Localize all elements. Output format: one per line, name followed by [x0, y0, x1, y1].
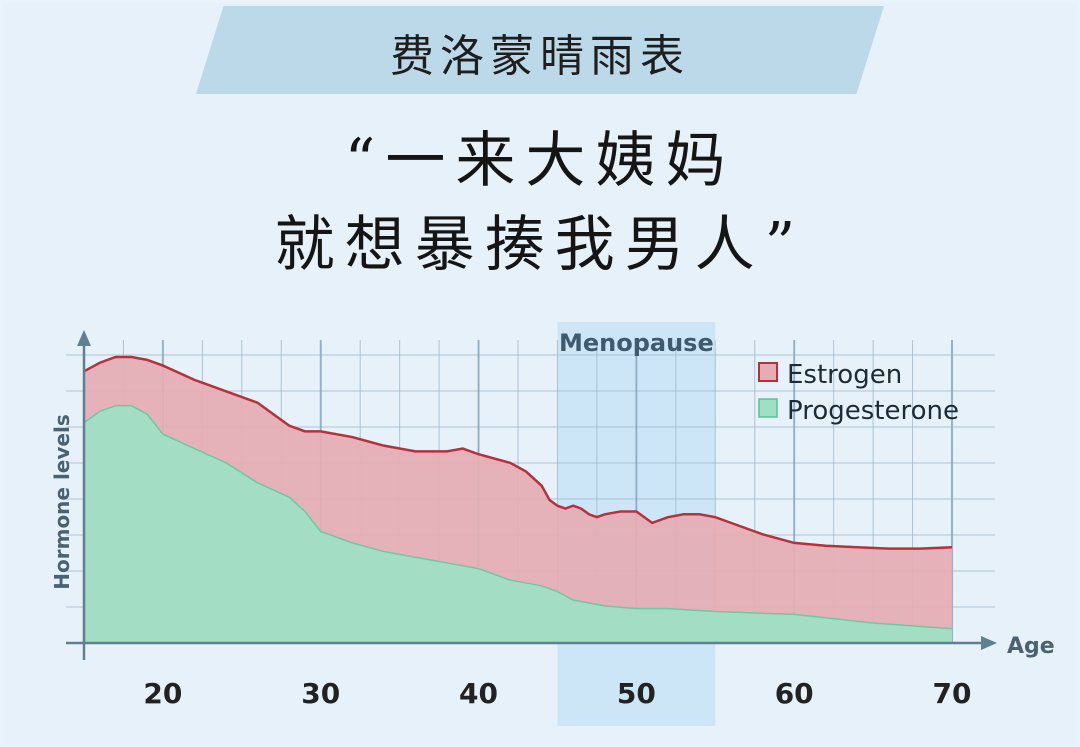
poster-title: 费洛蒙晴雨表: [390, 31, 690, 82]
quote-line-1: “一来大姨妈: [344, 126, 736, 196]
x-tick-label: 50: [617, 677, 656, 710]
progesterone-area: [84, 405, 952, 643]
estrogen-line: [83, 355, 953, 550]
x-tick-label: 40: [459, 677, 498, 710]
menopause-label: Menopause: [559, 329, 714, 357]
x-axis-label: Age: [1007, 634, 1055, 659]
legend-swatch-estrogen: [758, 362, 778, 382]
legend-label-progesterone: Progesterone: [787, 396, 959, 426]
x-tick-label: 60: [775, 677, 814, 710]
y-axis-arrow-icon: [77, 330, 91, 346]
x-tick-label: 20: [143, 677, 182, 710]
x-tick-label: 30: [301, 677, 340, 710]
legend-label-estrogen: Estrogen: [787, 360, 902, 390]
x-tick-label: 70: [933, 677, 972, 710]
progesterone-line: [83, 404, 953, 630]
y-axis-label: Hormone levels: [50, 414, 74, 589]
title-banner: 费洛蒙晴雨表: [196, 6, 884, 94]
quote-line-2: 就想暴揍我男人”: [274, 210, 806, 280]
x-axis-arrow-icon: [981, 636, 997, 650]
legend-swatch-progesterone: [758, 398, 778, 418]
